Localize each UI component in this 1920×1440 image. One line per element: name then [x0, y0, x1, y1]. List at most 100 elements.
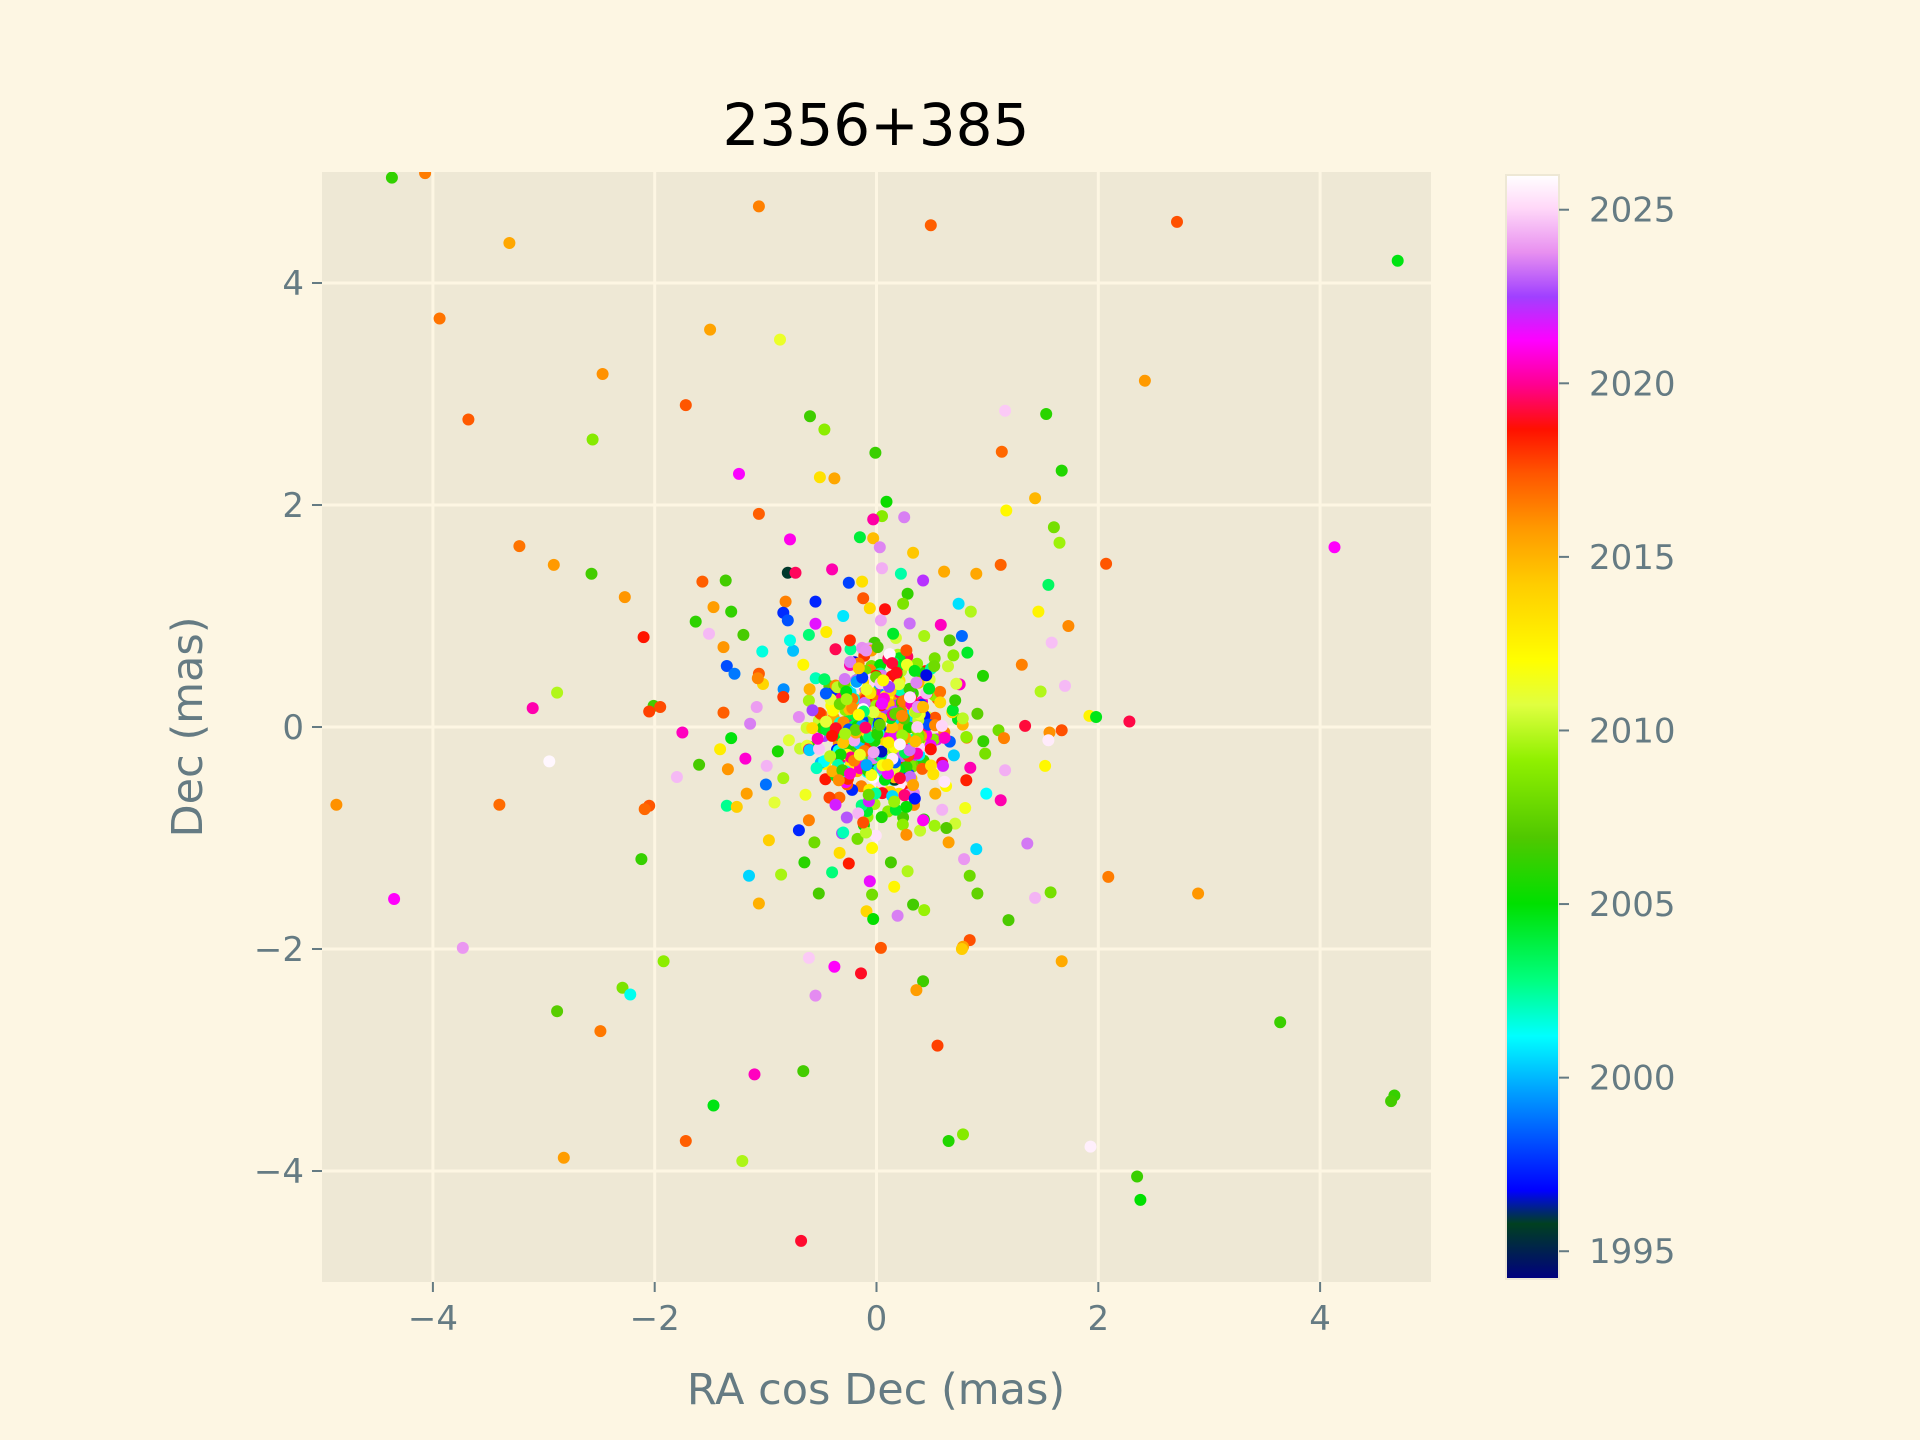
data-point: [826, 729, 839, 742]
data-point: [818, 673, 831, 686]
data-point: [811, 732, 824, 745]
data-point: [330, 798, 343, 811]
data-point: [679, 399, 692, 412]
data-point: [867, 532, 880, 545]
data-point: [703, 627, 715, 640]
y-tick-label: 4: [282, 264, 304, 304]
data-point: [834, 748, 847, 761]
data-point: [970, 567, 983, 580]
data-point: [893, 678, 905, 691]
data-point: [714, 743, 727, 756]
data-point: [1059, 679, 1071, 692]
data-point: [960, 731, 973, 743]
y-axis-ticks: −4 −2 0 2 4: [254, 264, 322, 1192]
data-point: [898, 789, 911, 802]
data-point: [789, 566, 802, 579]
data-point: [689, 615, 702, 628]
data-point: [852, 807, 865, 820]
data-point: [826, 563, 839, 576]
data-point: [743, 869, 755, 882]
data-point: [618, 591, 631, 604]
data-point: [704, 323, 717, 336]
data-point: [1134, 1193, 1147, 1206]
data-point: [1053, 536, 1066, 549]
data-point: [946, 704, 959, 717]
data-point: [759, 778, 772, 791]
data-point: [717, 706, 730, 719]
data-point: [898, 511, 911, 524]
data-point: [551, 1005, 564, 1018]
data-point: [907, 779, 920, 791]
data-point: [917, 814, 930, 827]
data-point: [907, 898, 920, 911]
data-point: [433, 312, 446, 325]
data-point: [829, 798, 842, 811]
data-point: [774, 333, 786, 346]
data-point: [739, 752, 752, 765]
data-point: [865, 769, 878, 781]
data-point: [871, 641, 884, 654]
data-point: [1032, 605, 1045, 618]
data-point: [616, 981, 629, 994]
y-tick-label: −2: [254, 930, 304, 970]
data-point: [924, 743, 937, 756]
data-point: [752, 507, 765, 520]
data-point: [956, 712, 969, 725]
data-point: [751, 672, 764, 685]
data-point: [1138, 374, 1151, 387]
data-point: [853, 531, 866, 544]
data-point: [842, 576, 855, 589]
data-point: [782, 734, 795, 747]
data-point: [907, 546, 920, 559]
data-point: [884, 856, 897, 869]
colorbar-tick-label: 2015: [1589, 538, 1676, 578]
data-point: [896, 729, 909, 742]
data-point: [748, 1068, 761, 1081]
data-point: [940, 822, 953, 834]
data-point: [771, 745, 784, 758]
data-point: [802, 628, 815, 641]
data-point: [856, 575, 869, 588]
data-point: [971, 887, 984, 900]
data-point: [1029, 891, 1042, 904]
data-point: [670, 771, 683, 783]
data-point: [896, 818, 909, 831]
chart-title: 2356+385: [723, 91, 1030, 159]
data-point: [820, 626, 833, 638]
data-point: [787, 644, 800, 657]
data-point: [813, 471, 826, 484]
data-point: [781, 614, 794, 627]
data-point: [806, 722, 819, 735]
data-point: [1171, 215, 1183, 228]
data-point: [1042, 734, 1055, 747]
data-point: [910, 984, 923, 997]
data-point: [942, 836, 955, 849]
data-point: [900, 828, 913, 841]
data-point: [929, 787, 942, 800]
data-point: [863, 875, 876, 888]
data-point: [736, 1155, 749, 1167]
data-point: [860, 826, 872, 839]
y-tick-label: −4: [254, 1152, 304, 1192]
data-point: [635, 853, 648, 866]
data-point: [888, 880, 901, 893]
data-point: [862, 788, 875, 801]
data-point: [1015, 658, 1028, 671]
data-point: [547, 558, 560, 571]
data-point: [894, 567, 907, 580]
data-point: [721, 763, 734, 776]
data-point: [873, 718, 886, 731]
data-point: [768, 796, 781, 809]
data-point: [740, 787, 753, 800]
data-point: [707, 601, 720, 614]
data-point: [804, 410, 816, 423]
data-point: [867, 746, 880, 759]
data-point: [810, 762, 823, 775]
data-point: [867, 913, 880, 925]
data-point: [637, 631, 650, 644]
data-point: [935, 719, 948, 732]
data-point: [856, 671, 869, 684]
data-point: [893, 738, 906, 751]
data-point: [964, 761, 977, 774]
data-point: [1062, 620, 1075, 632]
